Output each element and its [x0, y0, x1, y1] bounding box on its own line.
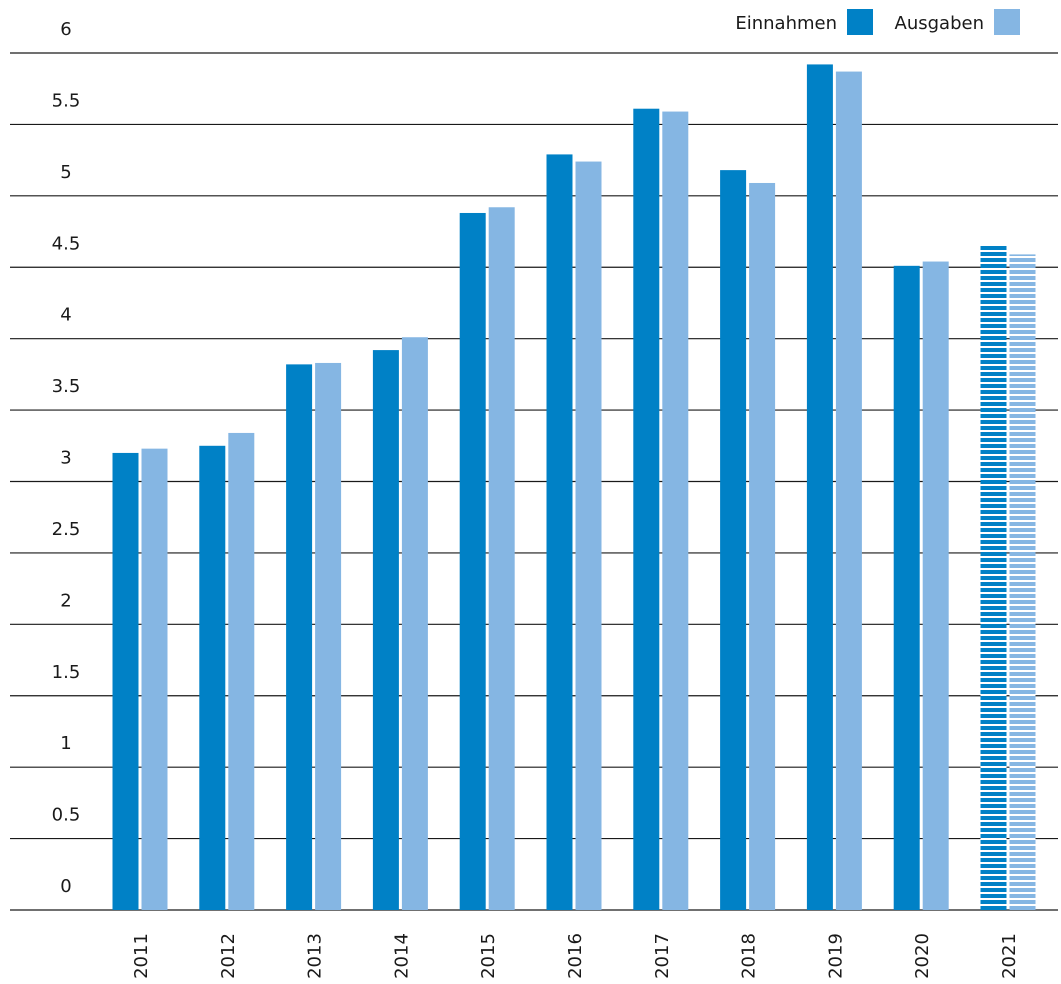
bar-einnahmen-2014 [372, 350, 399, 910]
bar-einnahmen-2011 [112, 452, 139, 910]
y-tick-label: 0.5 [52, 805, 81, 826]
bar-ausgaben-2016 [575, 161, 602, 910]
x-tick-label: 2021 [999, 933, 1020, 979]
y-tick-label: 1 [60, 733, 71, 754]
bar-einnahmen-2013 [286, 364, 313, 910]
x-tick-label: 2013 [305, 933, 326, 979]
legend: Einnahmen Ausgaben [735, 9, 1020, 35]
bar-ausgaben-2013 [315, 362, 342, 910]
legend-label-einnahmen: Einnahmen [735, 13, 837, 34]
x-tick-label: 2020 [912, 933, 933, 979]
bar-einnahmen-2021 [980, 244, 1007, 910]
bar-ausgaben-2017 [662, 111, 689, 911]
bar-ausgaben-2019 [835, 71, 862, 910]
x-tick-label: 2014 [391, 933, 412, 979]
y-tick-label: 6 [60, 19, 71, 40]
bars [112, 64, 1036, 911]
legend-swatch-ausgaben [994, 9, 1020, 35]
x-tick-label: 2012 [218, 933, 239, 979]
bar-ausgaben-2020 [922, 261, 949, 911]
y-tick-label: 5 [60, 162, 71, 183]
bar-ausgaben-2012 [228, 432, 255, 910]
x-tick-label: 2011 [131, 933, 152, 979]
bar-ausgaben-2015 [488, 207, 515, 910]
y-tick-label: 1.5 [52, 662, 81, 683]
legend-swatch-einnahmen [847, 9, 873, 35]
bar-ausgaben-2021 [1009, 254, 1036, 910]
y-axis-tick-labels: 0 0.5 1 1.5 2 2.5 3 3.5 4 4.5 5 5.5 6 [52, 19, 81, 897]
bar-ausgaben-2014 [401, 337, 428, 910]
bar-einnahmen-2019 [806, 64, 833, 911]
x-tick-label: 2019 [825, 933, 846, 979]
legend-label-ausgaben: Ausgaben [895, 13, 984, 34]
y-tick-label: 3.5 [52, 376, 81, 397]
x-axis-tick-labels: 2011 2012 2013 2014 2015 2016 2017 2018 2019 2020… [131, 933, 1020, 979]
y-tick-label: 2.5 [52, 519, 81, 540]
x-tick-label: 2018 [739, 933, 760, 979]
y-tick-label: 4.5 [52, 233, 81, 254]
bar-einnahmen-2016 [546, 154, 573, 910]
gridlines [10, 52, 1058, 911]
x-tick-label: 2015 [478, 933, 499, 979]
x-tick-label: 2017 [652, 933, 673, 979]
y-tick-label: 2 [60, 590, 71, 611]
bar-ausgaben-2018 [749, 182, 776, 910]
y-tick-label: 5.5 [52, 90, 81, 111]
bar-einnahmen-2015 [459, 212, 486, 910]
bar-ausgaben-2011 [141, 448, 168, 910]
bar-einnahmen-2012 [199, 445, 226, 910]
bar-einnahmen-2017 [633, 108, 660, 910]
y-tick-label: 4 [60, 305, 71, 326]
bar-einnahmen-2018 [720, 170, 747, 910]
bar-einnahmen-2020 [893, 265, 920, 910]
y-tick-label: 3 [60, 448, 71, 469]
y-tick-label: 0 [60, 876, 71, 897]
x-tick-label: 2016 [565, 933, 586, 979]
